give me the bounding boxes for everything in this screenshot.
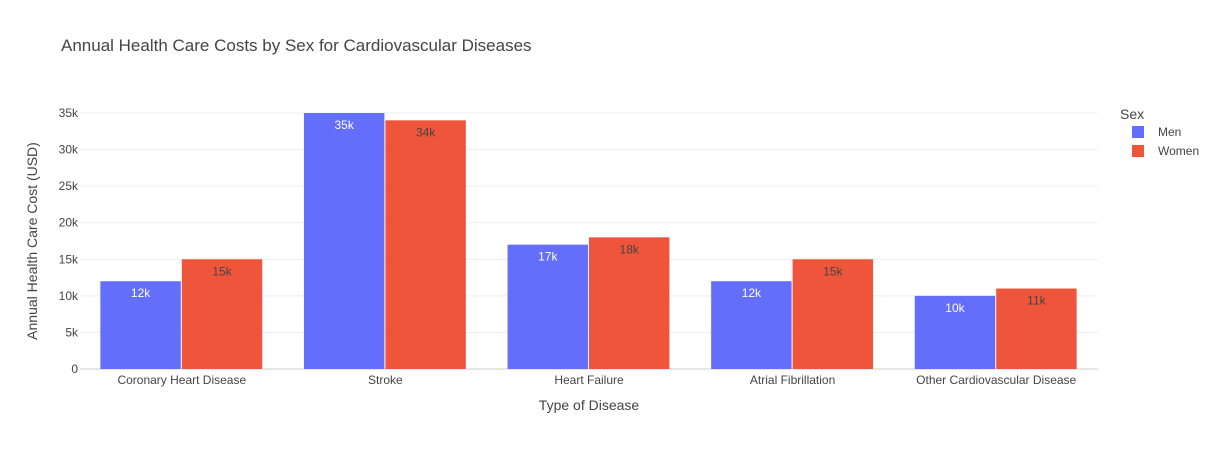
bar-men bbox=[100, 281, 181, 369]
x-tick-label: Stroke bbox=[368, 373, 403, 387]
legend: Sex Men Women bbox=[1120, 106, 1199, 158]
bar-men bbox=[303, 113, 385, 369]
bar-women bbox=[792, 259, 874, 369]
x-tick-label: Heart Failure bbox=[554, 373, 624, 387]
y-tick-label: 15k bbox=[59, 252, 79, 266]
bar-value-label: 18k bbox=[620, 242, 640, 256]
bar-labels: 12k 15k 35k 34k 17k 18k 12k 15k 10k 11k bbox=[131, 118, 1047, 315]
y-axis-ticks: 0 5k 10k 15k 20k 25k 30k 35k bbox=[59, 106, 79, 376]
bar-women bbox=[181, 259, 263, 369]
bar-value-label: 11k bbox=[1027, 294, 1046, 308]
chart-title: Annual Health Care Costs by Sex for Card… bbox=[61, 36, 532, 55]
y-tick-label: 20k bbox=[59, 216, 79, 230]
bar-value-label: 34k bbox=[416, 125, 436, 139]
bar-value-label: 15k bbox=[212, 264, 232, 278]
bar-value-label: 35k bbox=[335, 118, 355, 132]
y-axis-title: Annual Health Care Cost (USD) bbox=[24, 142, 40, 340]
x-tick-label: Atrial Fibrillation bbox=[750, 373, 835, 387]
y-tick-label: 5k bbox=[65, 325, 79, 339]
legend-label-men: Men bbox=[1158, 125, 1181, 139]
legend-swatch-men bbox=[1132, 126, 1144, 138]
bar-women bbox=[996, 288, 1077, 369]
legend-label-women: Women bbox=[1158, 144, 1199, 158]
bar-men bbox=[507, 244, 588, 369]
y-tick-label: 35k bbox=[59, 106, 79, 120]
y-tick-label: 30k bbox=[59, 143, 79, 157]
bars bbox=[100, 113, 1077, 369]
legend-title: Sex bbox=[1120, 106, 1144, 122]
x-tick-label: Other Cardiovascular Disease bbox=[916, 373, 1076, 387]
legend-swatch-women bbox=[1132, 145, 1144, 157]
bar-women bbox=[385, 120, 466, 369]
y-tick-label: 10k bbox=[59, 289, 79, 303]
bar-men bbox=[711, 281, 792, 369]
bar-value-label: 12k bbox=[131, 286, 151, 300]
y-tick-label: 25k bbox=[59, 179, 79, 193]
bar-value-label: 10k bbox=[945, 301, 965, 315]
x-axis-ticks: Coronary Heart Disease Stroke Heart Failur… bbox=[117, 373, 1076, 387]
y-tick-label: 0 bbox=[71, 362, 78, 376]
bar-women bbox=[589, 237, 670, 369]
x-axis-title: Type of Disease bbox=[539, 397, 640, 413]
bar-value-label: 17k bbox=[538, 250, 558, 264]
bar-value-label: 12k bbox=[742, 286, 762, 300]
bar-men bbox=[914, 295, 996, 369]
bar-value-label: 15k bbox=[823, 264, 843, 278]
x-tick-label: Coronary Heart Disease bbox=[117, 373, 246, 387]
